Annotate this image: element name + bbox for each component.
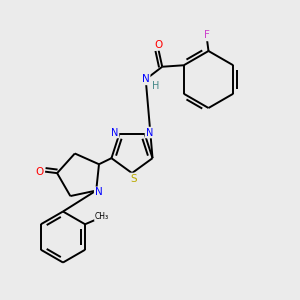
Text: H: H <box>152 81 159 91</box>
Text: N: N <box>95 188 103 197</box>
Text: CH₃: CH₃ <box>95 212 109 221</box>
Text: O: O <box>154 40 163 50</box>
Text: F: F <box>204 30 210 40</box>
Text: N: N <box>111 128 118 137</box>
Text: O: O <box>36 167 44 177</box>
Text: N: N <box>146 128 153 137</box>
Text: S: S <box>130 173 137 184</box>
Text: N: N <box>142 74 150 84</box>
